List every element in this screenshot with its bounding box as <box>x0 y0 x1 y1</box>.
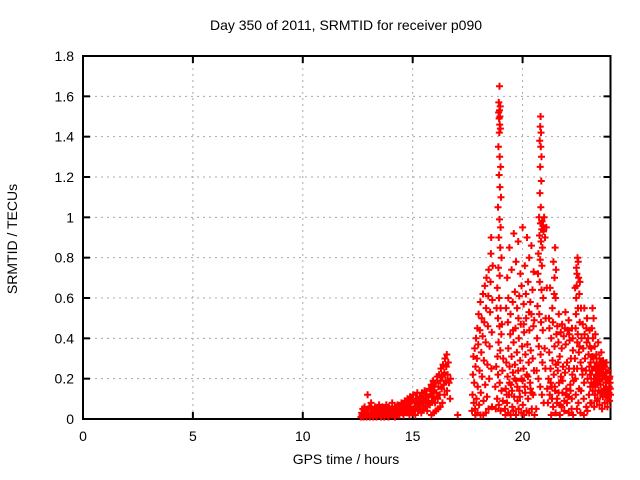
scatter-markers <box>357 82 614 421</box>
x-tick-label: 5 <box>189 428 197 444</box>
x-tick-label: 0 <box>79 428 87 444</box>
x-tick-label: 20 <box>515 428 531 444</box>
y-tick-label: 1.8 <box>55 48 75 64</box>
y-tick-label: 1.4 <box>55 129 75 145</box>
y-tick-label: 1 <box>66 209 74 225</box>
x-axis-label: GPS time / hours <box>293 451 400 467</box>
y-tick-label: 0.2 <box>55 371 75 387</box>
x-tick-label: 15 <box>405 428 421 444</box>
chart-title: Day 350 of 2011, SRMTID for receiver p09… <box>210 17 482 33</box>
y-tick-label: 0.6 <box>55 290 75 306</box>
y-tick-label: 0.4 <box>55 330 75 346</box>
y-axis-label: SRMTID / TECUs <box>4 184 20 294</box>
y-tick-label: 0 <box>66 411 74 427</box>
x-tick-label: 10 <box>295 428 311 444</box>
y-tick-label: 1.6 <box>55 88 75 104</box>
data-points <box>357 82 614 421</box>
y-tick-label: 1.2 <box>55 169 75 185</box>
y-tick-label: 0.8 <box>55 250 75 266</box>
tick-labels: 0 5 10 15 20 0 0.2 0.4 0.6 0.8 1 1.2 1.4 1.6 1.8 <box>55 48 531 444</box>
